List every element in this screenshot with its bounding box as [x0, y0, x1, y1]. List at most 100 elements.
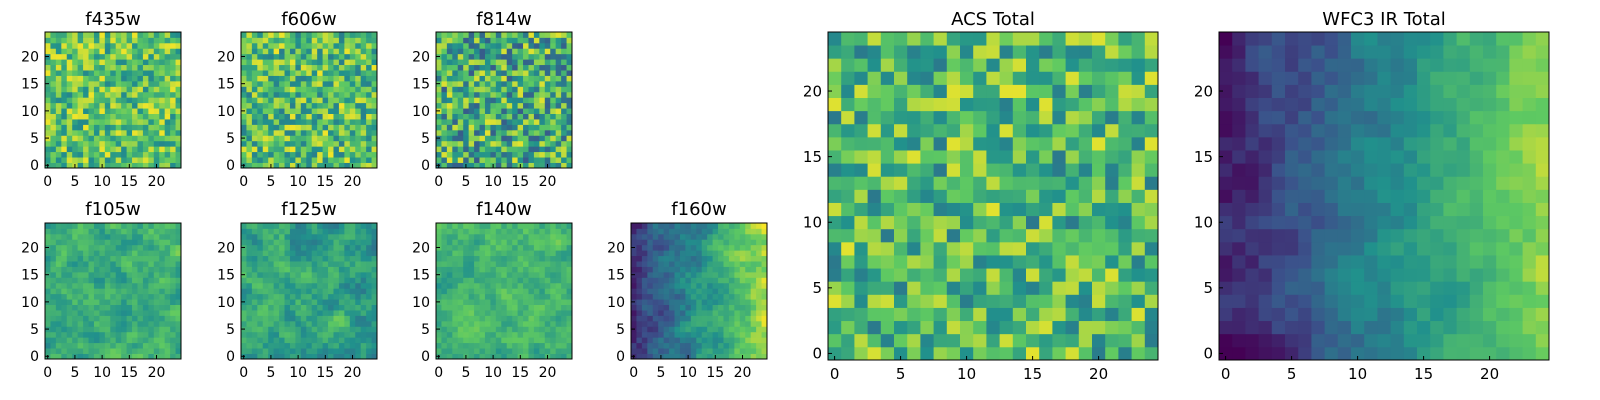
- heatmap-cell: [506, 80, 513, 87]
- heatmap-cell: [490, 135, 497, 142]
- heatmap-cell: [311, 162, 318, 169]
- heatmap-cell: [920, 163, 934, 177]
- heatmap-cell: [663, 261, 670, 267]
- heatmap-cell: [512, 151, 518, 158]
- heatmap-cell: [246, 80, 253, 87]
- heatmap-cell: [696, 277, 703, 284]
- heatmap-cell: [360, 135, 367, 142]
- heatmap-cell: [115, 282, 122, 289]
- heatmap-cell: [658, 304, 665, 311]
- heatmap-cell: [696, 310, 703, 316]
- heatmap-cell: [328, 162, 334, 169]
- heatmap-cell: [115, 337, 122, 344]
- heatmap-cell: [490, 277, 497, 284]
- heatmap-cell: [528, 353, 535, 360]
- heatmap-cell: [338, 113, 345, 120]
- heatmap-cell: [77, 75, 84, 82]
- heatmap-cell: [126, 108, 133, 114]
- heatmap-cell: [986, 176, 1000, 190]
- heatmap-cell: [279, 70, 285, 76]
- heatmap-cell: [175, 80, 182, 87]
- heatmap-cell: [153, 250, 160, 257]
- heatmap-cell: [268, 233, 275, 240]
- heatmap-cell: [83, 348, 89, 354]
- heatmap-cell: [317, 331, 323, 338]
- heatmap-cell: [50, 113, 57, 120]
- heatmap-cell: [544, 315, 551, 322]
- heatmap-cell: [371, 162, 378, 169]
- heatmap-cell: [366, 70, 372, 76]
- heatmap-cell: [99, 326, 106, 333]
- heatmap-cell: [45, 37, 51, 44]
- heatmap-cell: [328, 108, 334, 114]
- heatmap-cell: [104, 42, 111, 49]
- heatmap-cell: [457, 320, 464, 327]
- heatmap-cell: [463, 48, 470, 55]
- heatmap-cell: [468, 228, 475, 235]
- heatmap-cell: [360, 113, 367, 120]
- heatmap-cell: [61, 342, 68, 349]
- heatmap-cell: [1144, 189, 1159, 203]
- heatmap-cell: [306, 299, 313, 305]
- heatmap-cell: [170, 135, 176, 142]
- heatmap-cell: [170, 162, 176, 169]
- y-tick-label: 15: [217, 268, 235, 284]
- heatmap-cell: [463, 288, 470, 295]
- heatmap-cell: [241, 239, 247, 246]
- heatmap-cell: [734, 326, 741, 333]
- heatmap-cell: [55, 228, 62, 235]
- heatmap-cell: [474, 135, 480, 142]
- heatmap-cell: [61, 299, 68, 305]
- heatmap-cell: [148, 108, 155, 114]
- heatmap-cell: [88, 353, 95, 360]
- heatmap-cell: [279, 108, 285, 114]
- heatmap-cell: [142, 310, 149, 316]
- heatmap-cell: [317, 353, 323, 360]
- heatmap-cells: [45, 32, 182, 169]
- heatmap-cell: [132, 162, 138, 169]
- heatmap-cell: [126, 250, 133, 257]
- heatmap-cell: [55, 282, 62, 289]
- heatmap-cell: [300, 42, 307, 49]
- heatmap-cell: [72, 48, 79, 55]
- heatmap-cell: [45, 86, 51, 93]
- heatmap-cell: [344, 140, 351, 147]
- heatmap-cell: [636, 266, 643, 273]
- heatmap-cell: [446, 288, 453, 295]
- heatmap-cell: [360, 86, 367, 93]
- heatmap-cell: [148, 310, 155, 316]
- heatmap-cell: [658, 239, 665, 246]
- y-tick-label: 0: [226, 349, 235, 365]
- heatmap-cell: [550, 228, 557, 235]
- heatmap-cell: [306, 223, 313, 229]
- heatmap-cell: [148, 124, 155, 131]
- heatmap-cell: [88, 255, 95, 262]
- heatmap-cell: [366, 255, 372, 262]
- heatmap-cell: [55, 135, 62, 142]
- heatmap-cell: [1144, 163, 1159, 177]
- heatmap-cell: [474, 315, 480, 322]
- heatmap-cell: [999, 189, 1014, 203]
- heatmap-cell: [636, 239, 643, 246]
- heatmap-cell: [83, 113, 89, 120]
- heatmap-cell: [517, 223, 524, 229]
- heatmap-cell: [495, 293, 502, 300]
- heatmap-cell: [973, 150, 987, 164]
- heatmap-cell: [490, 233, 497, 240]
- heatmap-cell: [986, 307, 1000, 322]
- heatmap-cell: [148, 233, 155, 240]
- heatmap-cell: [506, 140, 513, 147]
- heatmap-cell: [344, 228, 351, 235]
- heatmap-cell: [479, 299, 486, 305]
- heatmap-cell: [77, 102, 84, 109]
- heatmap-cell: [328, 223, 334, 229]
- heatmap-cell: [159, 108, 166, 114]
- heatmap-cell: [66, 108, 73, 114]
- heatmap-cell: [126, 124, 133, 131]
- heatmap-cell: [77, 42, 84, 49]
- heatmap-cell: [349, 140, 356, 147]
- heatmap-cell: [142, 108, 149, 114]
- heatmap-cell: [45, 320, 51, 327]
- heatmap-cell: [523, 244, 529, 251]
- heatmap-cell: [349, 326, 356, 333]
